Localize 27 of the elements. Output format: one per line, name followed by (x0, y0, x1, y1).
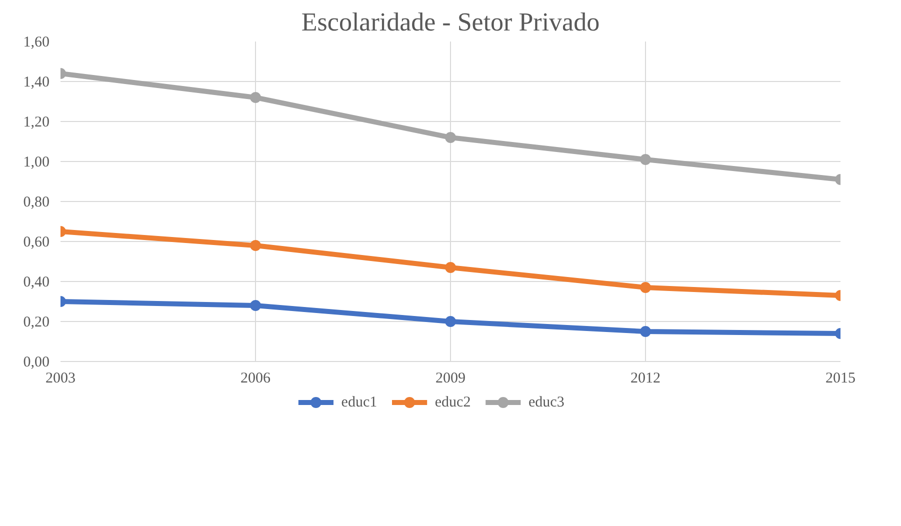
y-tick-label: 1,20 (23, 114, 50, 130)
point (250, 92, 261, 103)
y-tick-label: 1,60 (23, 34, 50, 50)
y-tick-label: 0,60 (23, 234, 50, 250)
point (640, 282, 651, 293)
point (445, 316, 456, 327)
chart-title: Escolaridade - Setor Privado (301, 8, 600, 36)
y-tick-label: 1,00 (23, 154, 50, 170)
point (250, 300, 261, 311)
y-tick-label: 0,80 (23, 194, 50, 210)
point (445, 132, 456, 143)
x-tick-label: 2015 (826, 370, 856, 386)
y-tick-label: 0,20 (23, 314, 50, 330)
y-tick-label: 0,40 (23, 274, 50, 290)
x-tick-label: 2003 (46, 370, 76, 386)
legend-label: educ2 (434, 394, 471, 410)
point (640, 326, 651, 337)
point (640, 154, 651, 165)
x-tick-label: 2012 (630, 370, 660, 386)
y-tick-label: 0,00 (23, 354, 50, 370)
y-tick-label: 1,40 (23, 74, 50, 90)
x-tick-label: 2006 (240, 370, 271, 386)
legend-label: educ3 (528, 394, 564, 410)
point (250, 240, 261, 251)
point (445, 262, 456, 273)
legend-label: educ1 (341, 394, 378, 410)
x-tick-label: 2009 (436, 370, 466, 386)
